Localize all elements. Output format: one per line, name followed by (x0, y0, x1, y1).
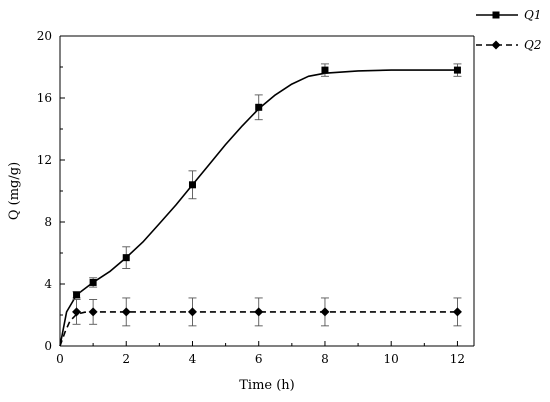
x-tick-label: 10 (384, 352, 399, 366)
point-q1 (122, 254, 130, 262)
legend-item-q2: Q2 (476, 38, 541, 52)
plot-area (59, 35, 475, 347)
legend-item-q1: Q1 (476, 8, 541, 22)
point-q2 (254, 307, 264, 317)
x-tick-label: 6 (255, 352, 263, 366)
legend-marker-q2 (491, 40, 501, 50)
x-tick-label: 4 (189, 352, 197, 366)
point-q1 (188, 181, 196, 189)
x-tick-label: 2 (122, 352, 130, 366)
point-q1 (255, 103, 263, 111)
point-q1 (89, 278, 97, 286)
point-q1 (453, 66, 461, 74)
x-axis-title: Time (h) (239, 378, 295, 393)
point-q2 (121, 307, 131, 317)
x-tick-label: 0 (56, 352, 64, 366)
point-q1 (321, 66, 329, 74)
legend-marker-q1 (492, 11, 500, 19)
fit-curve-q1 (59, 69, 458, 347)
x-tick-label: 8 (321, 352, 329, 366)
point-q2 (88, 307, 98, 317)
point-q1 (73, 291, 81, 299)
legend: Q1 Q2 (476, 8, 541, 52)
point-q2 (187, 307, 197, 317)
legend-label-q2: Q2 (524, 38, 541, 52)
x-tick-label: 12 (450, 352, 465, 366)
y-tick-label: 8 (44, 215, 52, 229)
error-bars (72, 63, 462, 327)
y-tick-label: 4 (44, 277, 52, 291)
y-axis-title: Q (mg/g) (7, 162, 22, 220)
data-markers (72, 66, 462, 317)
y-tick-label: 0 (44, 339, 52, 353)
x-axis-ticks: 0 2 4 6 8 10 12 (56, 341, 465, 366)
point-q2 (320, 307, 330, 317)
y-axis-ticks: 0 4 8 12 16 20 (37, 29, 65, 353)
legend-label-q1: Q1 (524, 8, 541, 22)
y-tick-label: 20 (37, 29, 52, 43)
y-tick-label: 16 (37, 91, 52, 105)
point-q2 (72, 307, 82, 317)
y-tick-label: 12 (37, 153, 52, 167)
point-q2 (452, 307, 462, 317)
